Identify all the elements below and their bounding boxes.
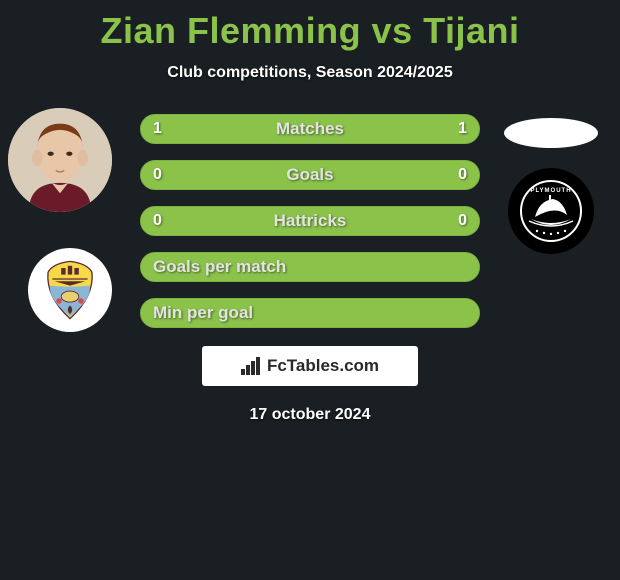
club-logo-left (28, 248, 112, 332)
stat-row-goals-per-match: Goals per match (140, 252, 480, 282)
stat-row-goals: 0 Goals 0 (140, 160, 480, 190)
player-photo-right (504, 118, 598, 148)
stat-right-value: 0 (458, 166, 467, 184)
svg-text:PLYMOUTH: PLYMOUTH (530, 188, 571, 194)
stat-right-value: 1 (458, 120, 467, 138)
stat-right-value: 0 (458, 212, 467, 230)
stat-label: Matches (141, 119, 479, 139)
stat-left-value: 0 (153, 212, 162, 230)
flemming-portrait-icon (8, 108, 112, 212)
branding-text: FcTables.com (267, 356, 379, 376)
branding-badge: FcTables.com (202, 346, 418, 386)
stat-left-value: 0 (153, 166, 162, 184)
subtitle: Club competitions, Season 2024/2025 (0, 64, 620, 82)
club-logo-right: PLYMOUTH (508, 168, 594, 254)
plymouth-crest-icon: PLYMOUTH (519, 179, 583, 243)
player-photo-left (8, 108, 112, 212)
stat-row-min-per-goal: Min per goal (140, 298, 480, 328)
stat-left-value: 1 (153, 120, 162, 138)
date-text: 17 october 2024 (0, 406, 620, 424)
stats-area: PLYMOUTH 1 Matches 1 0 Goals 0 0 Hattric… (0, 114, 620, 328)
stat-row-hattricks: 0 Hattricks 0 (140, 206, 480, 236)
stat-label: Hattricks (141, 211, 479, 231)
stat-label: Goals per match (153, 257, 286, 277)
burnley-crest-icon (37, 257, 103, 323)
stat-row-matches: 1 Matches 1 (140, 114, 480, 144)
stat-label: Min per goal (153, 303, 253, 323)
stat-label: Goals (141, 165, 479, 185)
stat-rows: 1 Matches 1 0 Goals 0 0 Hattricks 0 Goal… (140, 114, 480, 328)
comparison-title: Zian Flemming vs Tijani (0, 0, 620, 52)
bars-icon (241, 357, 263, 375)
